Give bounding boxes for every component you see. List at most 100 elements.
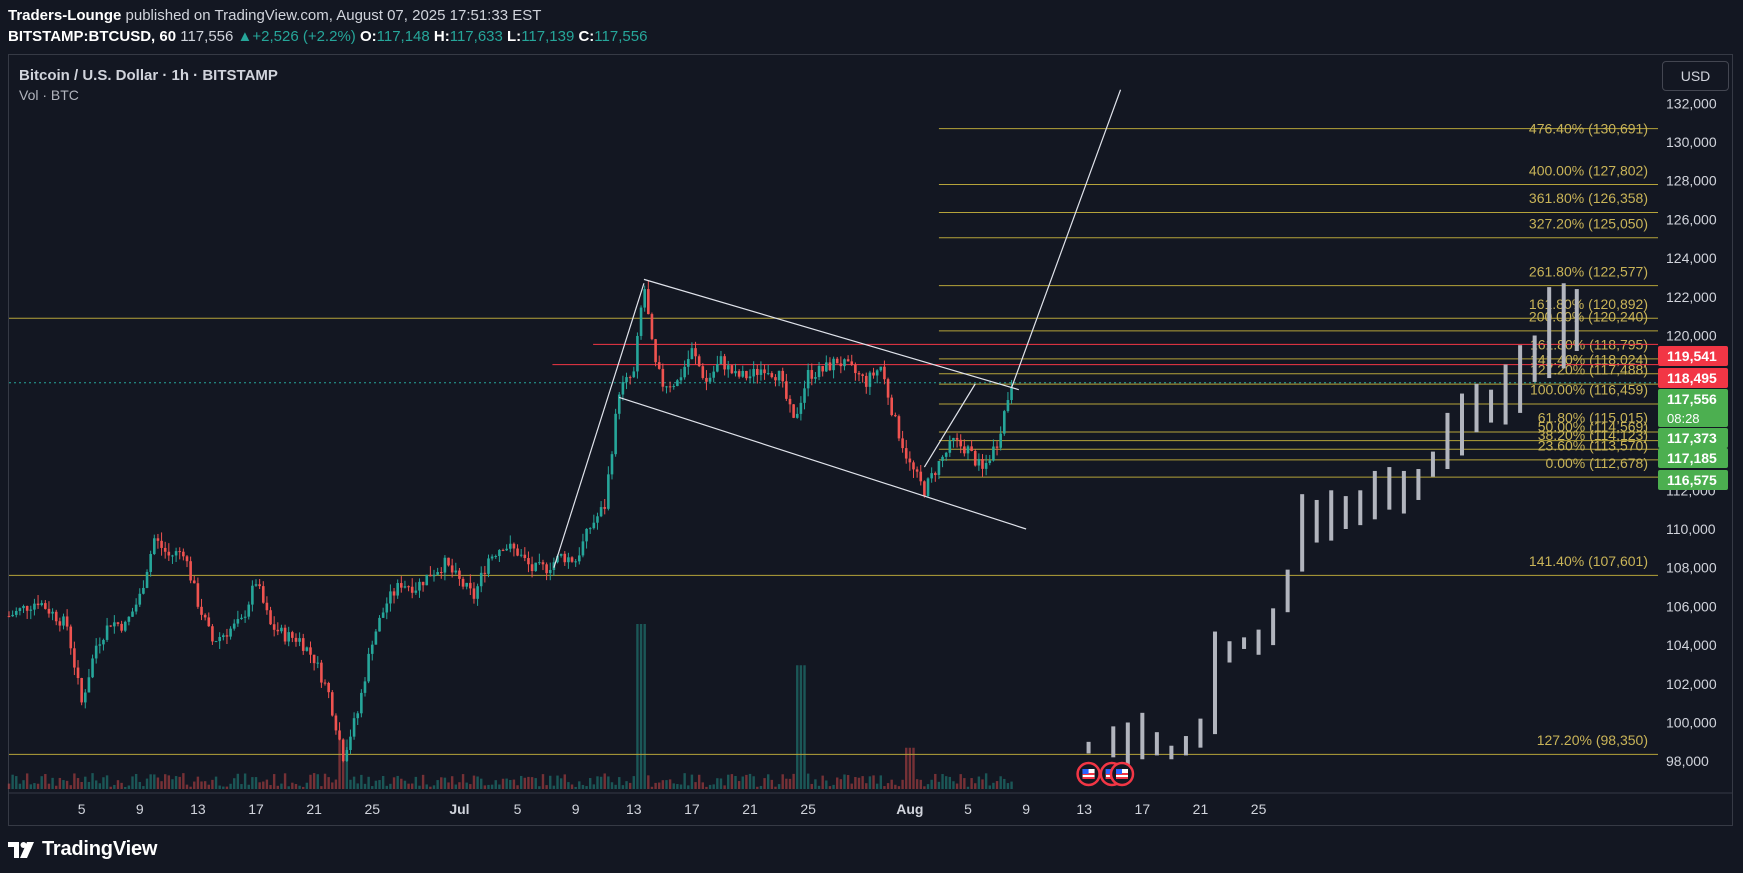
candle-body-68	[254, 584, 258, 586]
candle-body-122	[450, 565, 454, 573]
volume-bar-87	[323, 773, 327, 789]
candle-body-169	[621, 382, 625, 395]
candle-body-163	[599, 507, 603, 517]
candle-body-206	[755, 368, 759, 375]
trendline-3	[923, 383, 976, 468]
candle-body-60	[225, 635, 229, 637]
volume-bar-245	[897, 786, 901, 789]
volume-bar-178	[654, 782, 657, 789]
candle-body-101	[374, 631, 378, 645]
volume-bar-55	[207, 784, 210, 789]
volume-bar-111	[411, 783, 414, 789]
candle-body-15	[62, 616, 65, 626]
price-axis-tick-14: 126,000	[1666, 211, 1717, 227]
volume-bar-202	[741, 776, 744, 789]
candle-body-190	[697, 356, 701, 367]
candle-body-157	[578, 555, 581, 562]
volume-bar-58	[218, 785, 221, 789]
symbol-name: BITSTAMP:BTCUSD, 60	[8, 28, 177, 45]
volume-bar-218	[799, 665, 803, 789]
countdown-tag-2: 08:28	[1667, 411, 1700, 426]
volume-bar-65	[243, 773, 247, 789]
currency-button[interactable]: USD	[1662, 61, 1729, 91]
volume-bar-14	[58, 777, 62, 789]
candle-body-170	[625, 377, 628, 383]
time-axis-tick-16: 13	[1076, 801, 1092, 817]
volume-bar-227	[832, 784, 835, 789]
candle-body-38	[145, 571, 149, 588]
candle-body-184	[676, 380, 679, 387]
time-axis-tick-14: 5	[964, 801, 972, 817]
candle-body-46	[174, 551, 178, 556]
volume-bar-40	[153, 774, 156, 789]
axis-layer: 98,000 100,000 102,000 104,000 106,000 108,00…	[9, 56, 1732, 817]
candle-body-108	[400, 583, 403, 588]
volume-bar-64	[240, 784, 243, 789]
candle-body-134	[494, 556, 498, 558]
candle-body-94	[349, 736, 352, 750]
volume-bar-270	[988, 785, 991, 789]
candle-body-139	[512, 543, 516, 549]
volume-bar-169	[621, 785, 625, 789]
volume-bar-200	[734, 775, 737, 789]
candle-body-137	[505, 548, 508, 551]
volume-bar-175	[643, 624, 646, 789]
candle-body-147	[541, 562, 545, 565]
projection-bar-20	[1387, 467, 1392, 510]
trendline-0	[643, 278, 1020, 391]
volume-bar-113	[418, 785, 421, 789]
candle-body-156	[574, 561, 577, 563]
candle-body-196	[719, 356, 723, 365]
publisher-name[interactable]: Traders-Lounge	[8, 7, 122, 24]
time-axis-tick-6: Jul	[449, 801, 469, 817]
legend-title[interactable]: Bitcoin / U.S. Dollar · 1h · BITSTAMP	[19, 67, 278, 84]
candle-body-41	[156, 538, 160, 541]
projection-bar-29	[1518, 345, 1523, 413]
candle-body-111	[410, 586, 414, 593]
volume-bar-229	[839, 779, 843, 789]
volume-bar-235	[861, 776, 864, 789]
brand-name: TradingView	[42, 838, 158, 860]
volume-bar-174	[639, 624, 643, 789]
fib-level-label-9: 127.20% (117,488)	[1530, 362, 1648, 378]
time-axis-tick-15: 9	[1022, 801, 1030, 817]
candle-body-216	[792, 404, 795, 418]
candle-body-117	[432, 574, 436, 577]
volume-legend[interactable]: Vol · BTC	[19, 87, 79, 103]
volume-bar-234	[857, 777, 861, 789]
time-axis-tick-3: 17	[248, 801, 264, 817]
fib-level-label-11: 61.80% (115,015)	[1538, 410, 1648, 426]
volume-bar-99	[367, 776, 370, 789]
projection-bar-23	[1430, 451, 1435, 477]
volume-bar-176	[647, 775, 650, 789]
candle-body-102	[378, 617, 381, 632]
open-label: O:	[359, 28, 377, 45]
volume-bar-121	[447, 782, 450, 789]
projection-bar-2	[1125, 722, 1130, 766]
candle-body-264	[966, 446, 970, 454]
projection-layer	[1086, 283, 1579, 766]
volume-bar-11	[47, 783, 51, 789]
volume-bar-248	[908, 747, 912, 789]
us-flag-event-icon	[1109, 761, 1135, 787]
flag-canton-0	[1082, 769, 1089, 774]
candle-body-32	[123, 621, 127, 631]
volume-bar-151	[556, 775, 559, 789]
candle-body-244	[894, 415, 897, 417]
candle-body-187	[686, 359, 690, 367]
time-axis-tick-1: 9	[136, 801, 144, 817]
volume-bar-31	[120, 782, 123, 789]
candle-body-192	[705, 377, 708, 382]
volume-bar-181	[665, 780, 668, 789]
candle-body-261	[955, 437, 959, 440]
volume-bar-171	[628, 782, 632, 789]
volume-bar-3	[18, 783, 22, 789]
candle-body-135	[498, 550, 501, 557]
candle-body-224	[821, 366, 824, 372]
volume-bar-140	[516, 785, 519, 789]
volume-bar-30	[116, 780, 120, 789]
price-tag-bg-0	[1658, 346, 1728, 366]
volume-bar-85	[316, 774, 319, 789]
candle-body-121	[447, 557, 450, 566]
